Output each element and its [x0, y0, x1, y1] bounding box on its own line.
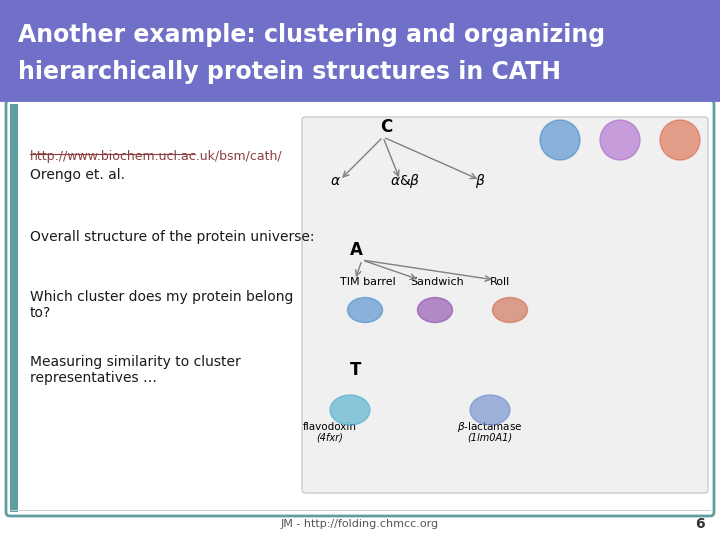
Text: Roll: Roll: [490, 277, 510, 287]
Text: 6: 6: [696, 517, 705, 531]
Text: Overall structure of the protein universe:: Overall structure of the protein univers…: [30, 230, 315, 244]
Text: (4fxr): (4fxr): [317, 432, 343, 442]
Ellipse shape: [470, 395, 510, 425]
Text: $\alpha$: $\alpha$: [330, 174, 341, 188]
Text: hierarchically protein structures in CATH: hierarchically protein structures in CAT…: [18, 60, 561, 84]
Circle shape: [600, 120, 640, 160]
Text: (1lm0A1): (1lm0A1): [467, 432, 513, 442]
Circle shape: [540, 120, 580, 160]
Ellipse shape: [492, 298, 528, 322]
FancyBboxPatch shape: [302, 117, 708, 493]
Text: TIM barrel: TIM barrel: [340, 277, 396, 287]
Text: A: A: [350, 241, 363, 259]
Text: Another example: clustering and organizing: Another example: clustering and organizi…: [18, 23, 605, 47]
Text: http://www.biochem.ucl.ac.uk/bsm/cath/: http://www.biochem.ucl.ac.uk/bsm/cath/: [30, 150, 283, 163]
Text: C: C: [380, 118, 392, 136]
Text: flavodoxin: flavodoxin: [303, 422, 357, 432]
Text: Orengo et. al.: Orengo et. al.: [30, 168, 125, 182]
Text: Sandwich: Sandwich: [410, 277, 464, 287]
Text: Measuring similarity to cluster
representatives …: Measuring similarity to cluster represen…: [30, 355, 240, 385]
Text: Which cluster does my protein belong
to?: Which cluster does my protein belong to?: [30, 290, 293, 320]
Ellipse shape: [348, 298, 382, 322]
Circle shape: [660, 120, 700, 160]
FancyBboxPatch shape: [10, 104, 18, 512]
Ellipse shape: [330, 395, 370, 425]
Ellipse shape: [418, 298, 452, 322]
Text: JM - http://folding.chmcc.org: JM - http://folding.chmcc.org: [281, 519, 439, 529]
Text: $\beta$-lactamase: $\beta$-lactamase: [457, 420, 523, 434]
Text: T: T: [350, 361, 361, 379]
FancyBboxPatch shape: [0, 0, 720, 100]
FancyBboxPatch shape: [6, 100, 714, 516]
Text: $\beta$: $\beta$: [475, 172, 485, 190]
Text: $\alpha$&$\beta$: $\alpha$&$\beta$: [390, 172, 420, 190]
